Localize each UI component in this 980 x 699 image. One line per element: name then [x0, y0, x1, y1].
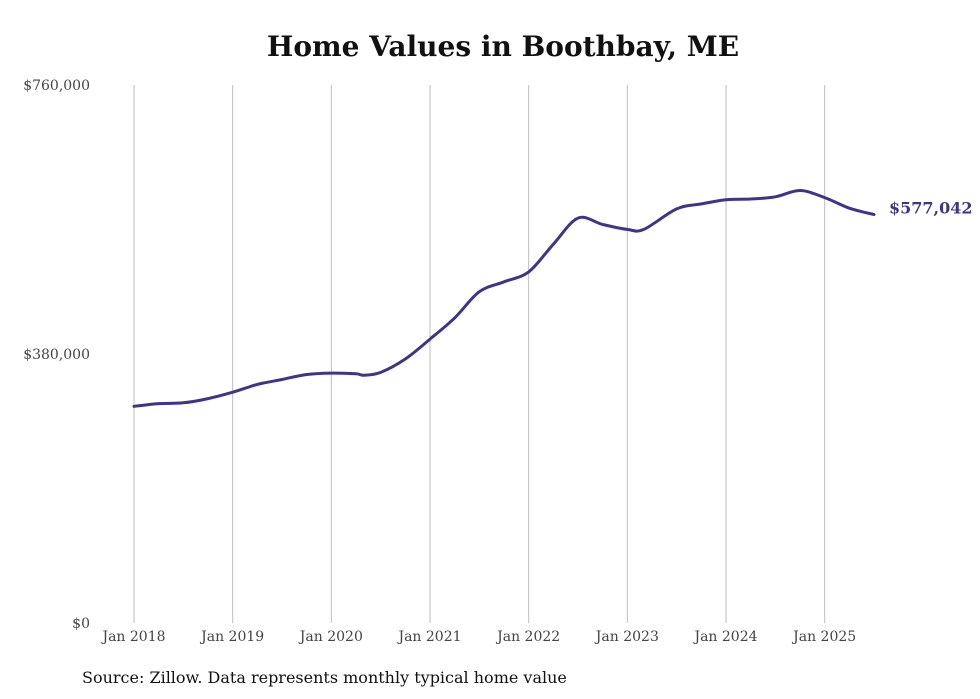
x-tick-label: Jan 2020 — [298, 629, 363, 645]
x-tick-label: Jan 2022 — [495, 629, 560, 645]
chart-title: Home Values in Boothbay, ME — [266, 30, 740, 63]
x-tick-label: Jan 2019 — [199, 629, 264, 645]
x-tick-label: Jan 2023 — [594, 629, 659, 645]
data-labels: $577,042 — [889, 199, 973, 218]
series-lines — [132, 188, 876, 408]
x-tick-label: Jan 2018 — [100, 629, 165, 645]
x-tick-label: Jan 2021 — [396, 629, 461, 645]
x-tick-label: Jan 2025 — [791, 629, 856, 645]
y-tick-label: $760,000 — [23, 78, 90, 94]
end-value-label: $577,042 — [889, 199, 973, 218]
gridlines — [133, 85, 826, 623]
series-line — [132, 188, 876, 408]
x-axis: Jan 2018 Jan 2019 Jan 2020 Jan 2021 Jan 2022… — [100, 629, 856, 645]
y-axis: $0 $380,000 $760,000 — [23, 78, 90, 632]
y-tick-label: $380,000 — [23, 347, 90, 363]
x-tick-label: Jan 2024 — [692, 629, 757, 645]
y-tick-label: $0 — [72, 616, 90, 632]
source-note: Source: Zillow. Data represents monthly … — [82, 668, 567, 687]
